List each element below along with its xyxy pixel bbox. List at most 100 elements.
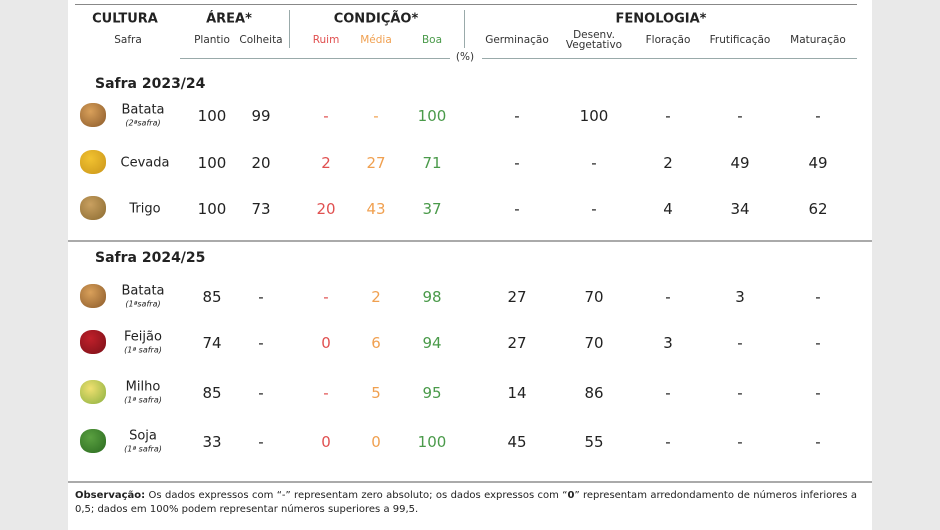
cell-value: 20 [251,154,271,172]
top-rule [75,4,857,5]
bottom-rule [68,481,872,483]
cell-value: 74 [202,334,222,352]
crop-icon [80,284,106,308]
cell-value: - [815,433,821,451]
cell-value: 73 [251,200,271,218]
crop-name: Soja [129,428,157,444]
crop-icon [80,330,106,354]
cell-value: - [665,433,671,451]
cell-value: - [737,107,743,125]
cell-value: 86 [584,384,604,402]
cell-value: 33 [202,433,222,451]
header-rule [180,58,450,59]
cell-value: 5 [371,384,381,402]
separator [289,10,290,48]
sub-header: Floração [645,34,691,46]
cell-value: 2 [371,288,381,306]
sub-header: Germinação [485,34,549,46]
cell-value: 94 [422,334,442,352]
cell-value: 95 [422,384,442,402]
cell-value: 20 [316,200,336,218]
crop-name: Cevada [120,155,170,171]
crop-note: (1ª safra) [124,395,162,405]
cell-value: - [665,288,671,306]
header-rule [482,58,857,59]
cell-value: 70 [584,334,604,352]
cell-value: 4 [663,200,673,218]
group-header: CULTURA [92,11,158,27]
sub-header: Safra [114,34,142,46]
sub-header: Média [360,34,392,46]
crop-icon [80,196,106,220]
crop-icon [80,380,106,404]
cell-value: 55 [584,433,604,451]
section-title: Safra 2024/25 [95,250,206,266]
cell-value: - [815,334,821,352]
cell-value: 71 [422,154,442,172]
cell-value: 34 [730,200,750,218]
footnote-part: Observação: [75,490,146,501]
cell-value: 27 [366,154,386,172]
separator [464,10,465,48]
cell-value: 43 [366,200,386,218]
cell-value: 3 [735,288,745,306]
crop-name: Trigo [129,201,161,217]
cell-value: - [323,107,329,125]
cell-value: 0 [321,433,331,451]
crop-note: (1ªsafra) [125,299,161,309]
group-header: FENOLOGIA* [615,11,707,27]
cell-value: - [323,384,329,402]
crop-icon [80,429,106,453]
sub-header: Desenv. Vegetativo [565,29,623,51]
cell-value: 45 [507,433,527,451]
crop-note: (2ªsafra) [125,118,161,128]
sub-header: Boa [421,34,443,46]
cell-value: - [373,107,379,125]
section-title: Safra 2023/24 [95,76,206,92]
cell-value: 2 [321,154,331,172]
cell-value: - [815,107,821,125]
cell-value: - [514,154,520,172]
crop-name: Batata [121,283,165,299]
cell-value: - [737,384,743,402]
cell-value: 6 [371,334,381,352]
sub-header: Maturação [790,34,846,46]
crop-name: Batata [121,102,165,118]
cell-value: 99 [251,107,271,125]
section-rule [68,240,872,242]
cell-value: - [815,384,821,402]
cell-value: - [815,288,821,306]
cell-value: 85 [202,384,222,402]
crop-note: (1ª safra) [124,345,162,355]
cell-value: - [514,107,520,125]
footnote-part: ” representam arredondamento de números … [75,490,857,515]
cell-value: - [258,334,264,352]
cell-value: 70 [584,288,604,306]
group-header: ÁREA* [206,11,252,27]
cell-value: 27 [507,288,527,306]
cell-value: 100 [197,200,227,218]
cell-value: 0 [321,334,331,352]
crop-icon [80,150,106,174]
cell-value: - [258,433,264,451]
cell-value: 27 [507,334,527,352]
sub-header: Colheita [239,34,283,46]
cell-value: 98 [422,288,442,306]
cell-value: 100 [579,107,609,125]
cell-value: - [665,107,671,125]
cell-value: - [258,288,264,306]
cell-value: - [514,200,520,218]
cell-value: - [591,154,597,172]
crop-name: Feijão [124,329,162,345]
group-header: CONDIÇÃO* [333,11,419,27]
cell-value: - [737,334,743,352]
unit: (%) [453,51,477,63]
sub-header: Ruim [312,34,340,46]
cell-value: 49 [730,154,750,172]
crop-name: Milho [125,379,161,395]
sub-header: Plantio [194,34,230,46]
cell-value: 100 [197,154,227,172]
cell-value: - [737,433,743,451]
cell-value: 37 [422,200,442,218]
